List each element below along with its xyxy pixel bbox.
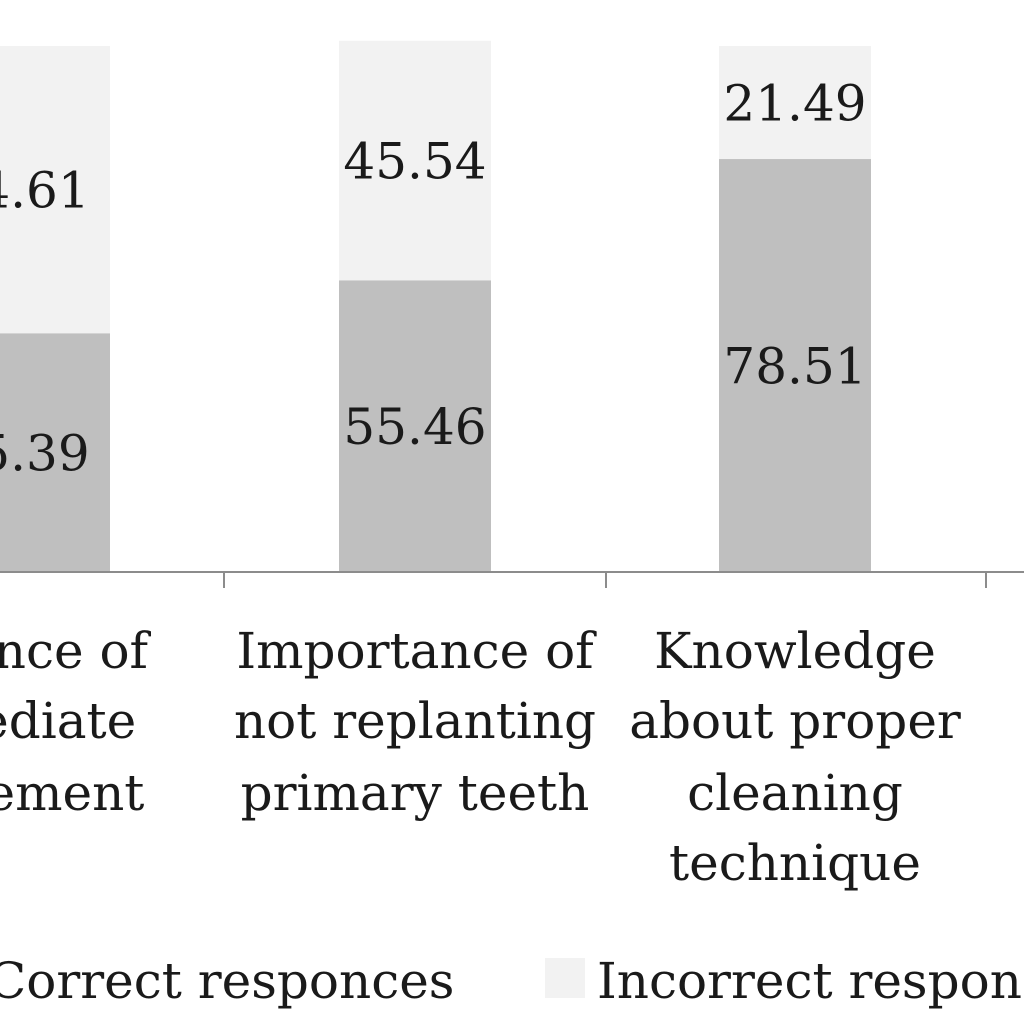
bar-incorrect-1 xyxy=(0,46,110,334)
value-label-incorrect-2: 45.54 xyxy=(343,133,486,191)
bar-correct-2 xyxy=(339,280,491,572)
legend: Correct responces Incorrect respon xyxy=(0,952,1022,1010)
bar-incorrect-3 xyxy=(719,46,871,160)
category-label-2-line-2: not replanting xyxy=(234,692,596,750)
category-label-3-line-2: about proper xyxy=(629,692,961,750)
category-labels: rtance of mediate agement Importance of not … xyxy=(0,622,961,892)
x-axis xyxy=(0,571,1024,588)
category-label-2-line-1: Importance of xyxy=(236,622,597,680)
legend-swatch-incorrect xyxy=(545,958,585,998)
category-label-1-line-3: agement xyxy=(0,764,144,822)
legend-label-correct: Correct responces xyxy=(0,952,454,1010)
category-label-3-line-4: technique xyxy=(669,834,921,892)
value-label-incorrect-3: 21.49 xyxy=(723,75,866,133)
category-label-2-line-3: primary teeth xyxy=(241,764,590,822)
category-label-3-line-1: Knowledge xyxy=(654,622,936,680)
category-label-3-line-3: cleaning xyxy=(687,764,903,822)
legend-label-incorrect: Incorrect respon xyxy=(597,952,1022,1010)
value-label-correct-2: 55.46 xyxy=(343,398,486,456)
category-label-1-line-2: mediate xyxy=(0,692,136,750)
bar-correct-3 xyxy=(719,159,871,572)
bar-incorrect-2 xyxy=(339,40,491,281)
bars-layer: 5.39 4.61 55.46 45.54 78.51 21.49 xyxy=(0,40,871,572)
value-label-correct-1: 5.39 xyxy=(0,425,90,483)
bar-correct-1 xyxy=(0,333,110,572)
category-label-1-line-1: rtance of xyxy=(0,622,152,680)
value-label-correct-3: 78.51 xyxy=(723,338,866,396)
value-label-incorrect-1: 4.61 xyxy=(0,162,90,220)
